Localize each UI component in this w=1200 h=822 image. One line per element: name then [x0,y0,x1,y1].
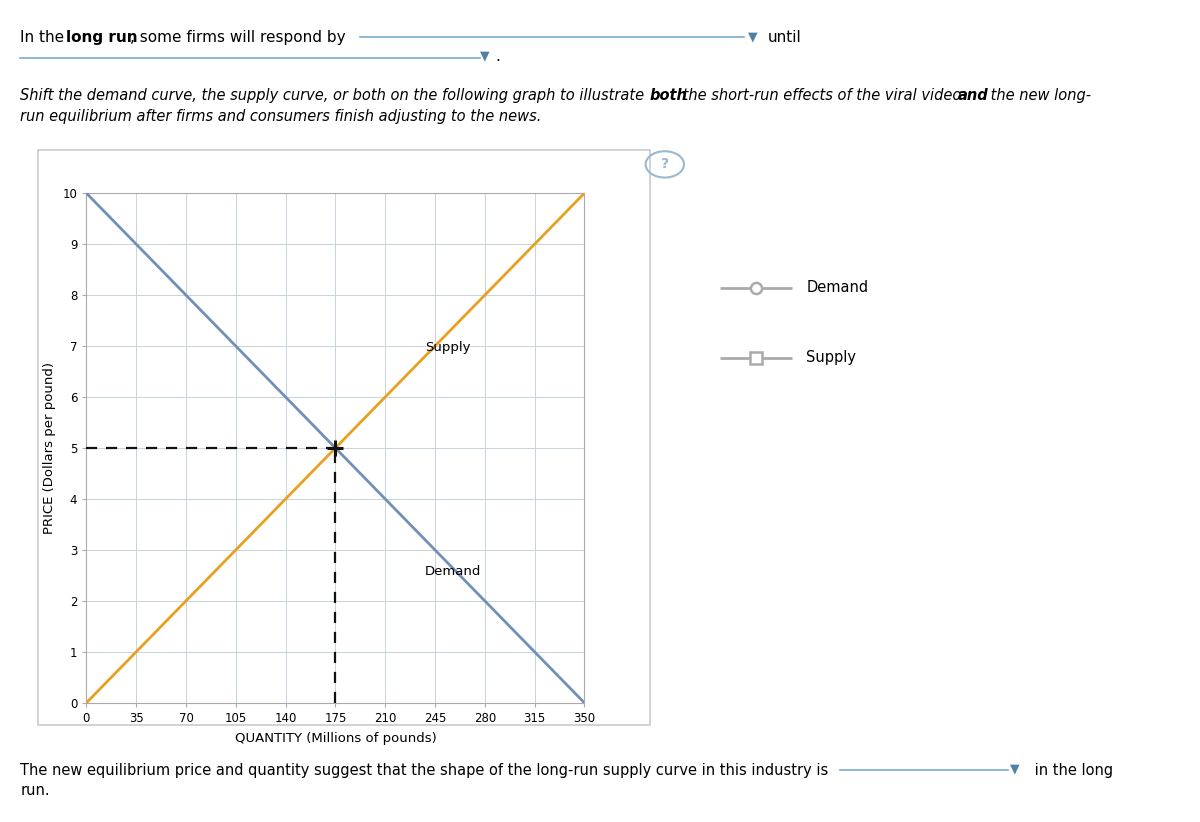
Text: both: both [649,88,688,103]
Text: Supply: Supply [806,350,857,365]
Text: ▼: ▼ [480,49,490,62]
Text: Demand: Demand [806,280,869,295]
Text: The new equilibrium price and quantity suggest that the shape of the long-run su: The new equilibrium price and quantity s… [20,763,829,778]
Text: long run: long run [66,30,138,45]
Text: .: . [496,49,500,64]
Y-axis label: PRICE (Dollars per pound): PRICE (Dollars per pound) [42,362,55,534]
X-axis label: QUANTITY (Millions of pounds): QUANTITY (Millions of pounds) [234,732,437,745]
Text: run equilibrium after firms and consumers finish adjusting to the news.: run equilibrium after firms and consumer… [20,109,541,123]
Text: Supply: Supply [425,340,470,353]
Text: run.: run. [20,783,50,797]
Text: ▼: ▼ [1010,763,1020,776]
Text: the new long-: the new long- [986,88,1092,103]
Text: ▼: ▼ [748,30,757,44]
Text: , some firms will respond by: , some firms will respond by [130,30,346,45]
Text: In the: In the [20,30,70,45]
Text: ?: ? [661,157,668,172]
Text: until: until [768,30,802,45]
Text: Demand: Demand [425,565,481,578]
Text: and: and [958,88,989,103]
Text: the short-run effects of the viral video: the short-run effects of the viral video [678,88,966,103]
Text: Shift the demand curve, the supply curve, or both on the following graph to illu: Shift the demand curve, the supply curve… [20,88,649,103]
Text: in the long: in the long [1030,763,1112,778]
